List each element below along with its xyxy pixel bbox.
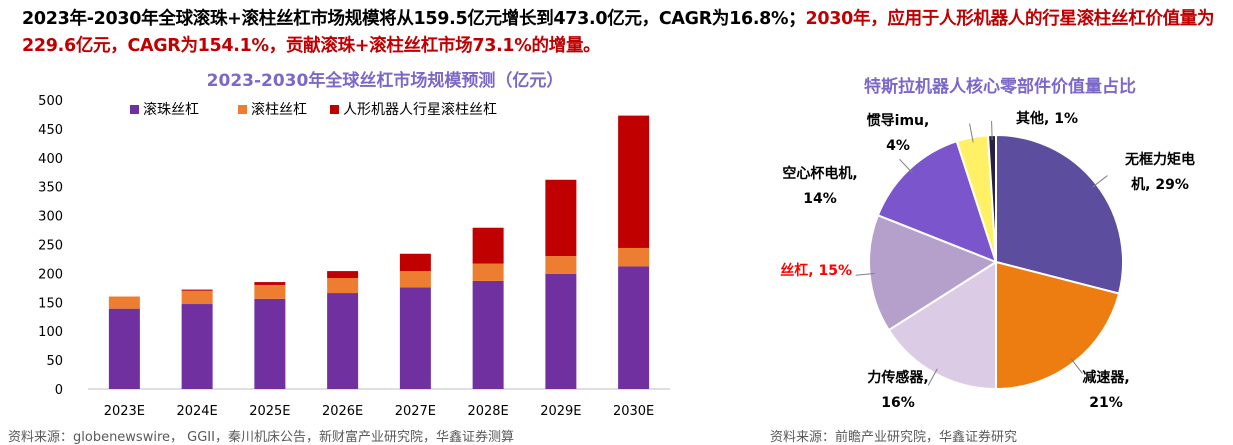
x-tick-label: 2030E — [613, 404, 654, 419]
source-note-left: 资料来源：globenewswire， GGII，秦川机床公告，新财富产业研究院… — [8, 430, 514, 445]
y-tick-label: 0 — [55, 383, 63, 398]
pie-label: 无框力矩电 — [1124, 151, 1195, 168]
y-tick-label: 400 — [38, 152, 63, 167]
bar-segment-2 — [108, 296, 140, 309]
pie-label: 惯导imu, — [867, 112, 930, 129]
bar-segment-2 — [181, 290, 213, 305]
x-tick-label: 2027E — [395, 404, 436, 419]
y-tick-label: 450 — [38, 123, 63, 138]
legend-swatch — [130, 105, 139, 114]
bar-segment-2 — [399, 271, 431, 288]
y-tick-label: 500 — [38, 94, 63, 109]
pie-label: 16% — [881, 395, 915, 411]
bar-segment-1 — [254, 298, 286, 389]
bar-segment-2 — [618, 247, 650, 267]
legend-swatch — [330, 105, 339, 114]
x-tick-label: 2024E — [176, 404, 217, 419]
bar-segment-3 — [254, 282, 286, 285]
x-tick-label: 2029E — [540, 404, 581, 419]
leader-line — [927, 368, 938, 386]
legend-label: 滚珠丝杠 — [143, 101, 199, 118]
bar-segment-3 — [399, 253, 431, 272]
headline-part2: 2030年，应用于人形机器人的行星滚柱丝杠价值量为229.6亿元，CAGR为15… — [22, 9, 1215, 56]
leader-line — [969, 123, 974, 143]
bar-segment-3 — [472, 227, 504, 264]
bar-segment-1 — [399, 287, 431, 389]
pie-label: 其他, 1% — [1016, 110, 1078, 127]
x-tick-label: 2023E — [104, 404, 145, 419]
y-tick-label: 50 — [46, 354, 63, 369]
x-tick-label: 2025E — [249, 404, 290, 419]
bar-segment-1 — [181, 304, 213, 389]
bar-segment-2 — [472, 263, 504, 281]
bar-segment-2 — [254, 284, 286, 299]
pie-label: 21% — [1089, 395, 1123, 411]
pie-label: 力传感器, — [867, 369, 928, 386]
bar-segment-1 — [472, 280, 504, 389]
bar-segment-2 — [327, 278, 359, 294]
headline: 2023年-2030年全球滚珠+滚柱丝杠市场规模将从159.5亿元增长到473.… — [22, 6, 1227, 60]
y-tick-label: 150 — [38, 296, 63, 311]
bar-segment-3 — [618, 115, 650, 248]
source-note-right: 资料来源：前瞻产业研究院，华鑫证券研究 — [770, 430, 1018, 445]
pie-chart-title: 特斯拉机器人核心零部件价值量占比 — [864, 77, 1136, 97]
bar-segment-3 — [545, 179, 577, 257]
y-tick-label: 250 — [38, 239, 63, 254]
pie-label: 空心杯电机, — [782, 165, 857, 182]
bar-segment-1 — [618, 266, 650, 389]
x-tick-label: 2026E — [322, 404, 363, 419]
bar-segment-3 — [181, 289, 213, 291]
leader-line — [1070, 358, 1083, 374]
bar-segment-3 — [327, 271, 359, 279]
y-tick-label: 300 — [38, 210, 63, 225]
bar-chart-title: 2023-2030年全球丝杠市场规模预测（亿元） — [206, 71, 564, 91]
bar-segment-1 — [327, 293, 359, 389]
leader-line — [991, 121, 993, 141]
pie-label: 机, 29% — [1131, 176, 1189, 193]
legend-label: 滚柱丝杠 — [251, 101, 307, 118]
headline-part1: 2023年-2030年全球滚珠+滚柱丝杠市场规模将从159.5亿元增长到473.… — [22, 9, 806, 29]
x-tick-label: 2028E — [467, 404, 508, 419]
legend-swatch — [238, 105, 247, 114]
leader-line — [1092, 175, 1108, 188]
bar-segment-1 — [108, 308, 140, 389]
pie-label: 4% — [886, 138, 910, 154]
pie-label: 14% — [803, 191, 837, 207]
leader-line — [855, 272, 875, 276]
legend-label: 人形机器人行星滚柱丝杠 — [343, 101, 497, 118]
y-tick-label: 200 — [38, 267, 63, 282]
y-tick-label: 100 — [38, 325, 63, 340]
leader-line — [899, 158, 913, 174]
pie-label: 丝杠, 15% — [780, 262, 852, 279]
bar-segment-2 — [545, 256, 577, 274]
bar-segment-1 — [545, 273, 577, 389]
pie-label: 减速器, — [1082, 369, 1129, 386]
y-tick-label: 350 — [38, 181, 63, 196]
bar-chart: 0 50 100 150 200 250 300 350 400 450 500 2023E 2024E… — [38, 94, 670, 419]
